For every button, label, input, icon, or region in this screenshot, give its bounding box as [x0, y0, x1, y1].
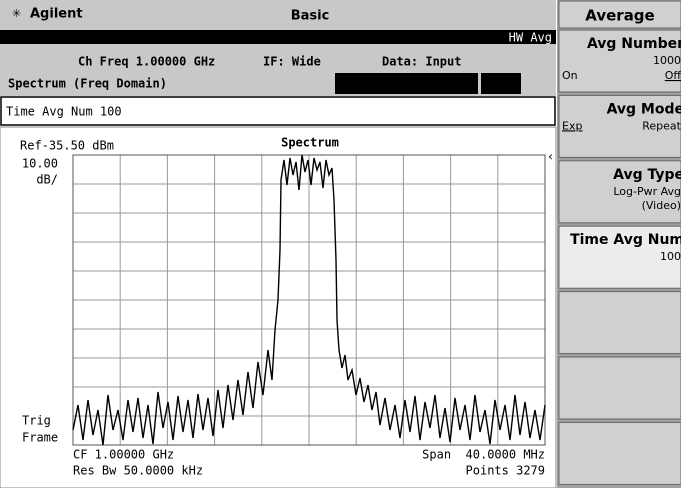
softkey-option: On — [562, 69, 578, 82]
softkey-option: Repeat — [642, 119, 681, 132]
softkey-option: Off — [665, 69, 681, 82]
indicator-box — [335, 73, 478, 94]
logo: Agilent — [30, 7, 83, 22]
ch-freq: Ch Freq 1.00000 GHz — [78, 55, 215, 69]
scale-unit: dB/ — [36, 173, 58, 187]
softkey[interactable] — [558, 291, 681, 355]
graph-title: Spectrum — [281, 136, 339, 150]
trace — [72, 154, 546, 446]
graticule-border — [72, 154, 546, 446]
softkey-option: Exp — [562, 119, 582, 132]
softkeys: Avg Number 1000 On Off Avg Mode Exp Repeat Avg … — [558, 29, 681, 485]
ref-marker: ‹ — [547, 150, 554, 164]
points: Points 3279 — [466, 464, 545, 478]
menu-title: Average — [585, 7, 654, 25]
softkey[interactable] — [558, 225, 681, 289]
hw-avg: HW Avg — [509, 31, 552, 45]
data-source: Data: Input — [382, 55, 461, 69]
softkey[interactable] — [558, 94, 681, 158]
softkey-value: 1000 — [653, 54, 681, 67]
softkey-label: Time Avg Num — [570, 232, 681, 248]
softkey-label: Avg Type — [613, 167, 681, 183]
span: Span 40.0000 MHz — [422, 448, 545, 462]
res-bw: Res Bw 50.0000 kHz — [73, 464, 203, 478]
status-bar — [0, 30, 556, 44]
frame: Frame — [22, 431, 58, 445]
softkey[interactable] — [558, 29, 681, 93]
softkey[interactable] — [558, 421, 681, 485]
softkey-label: Avg Mode — [607, 101, 681, 117]
trig: Trig — [22, 414, 51, 428]
softkey-label: Avg Number — [587, 36, 681, 52]
scale-value: 10.00 — [22, 157, 58, 171]
softkey-value: 100 — [660, 250, 681, 263]
input-box — [0, 96, 556, 126]
logo-star: ✳ — [12, 7, 21, 20]
input-text: Time Avg Num 100 — [6, 105, 122, 119]
if: IF: Wide — [263, 55, 321, 69]
view: Spectrum (Freq Domain) — [8, 77, 167, 91]
softkey[interactable] — [558, 160, 681, 224]
center-freq: CF 1.00000 GHz — [73, 448, 174, 462]
softkey-value: (Video) — [642, 199, 681, 212]
ref-level: Ref-35.50 dBm — [20, 139, 114, 153]
top-bar — [0, 0, 556, 30]
softkey[interactable] — [558, 356, 681, 420]
mode: Basic — [291, 9, 330, 24]
menu-title-box — [558, 0, 681, 29]
indicator-box — [481, 73, 521, 94]
softkey-value: Log-Pwr Avg — [613, 185, 681, 198]
